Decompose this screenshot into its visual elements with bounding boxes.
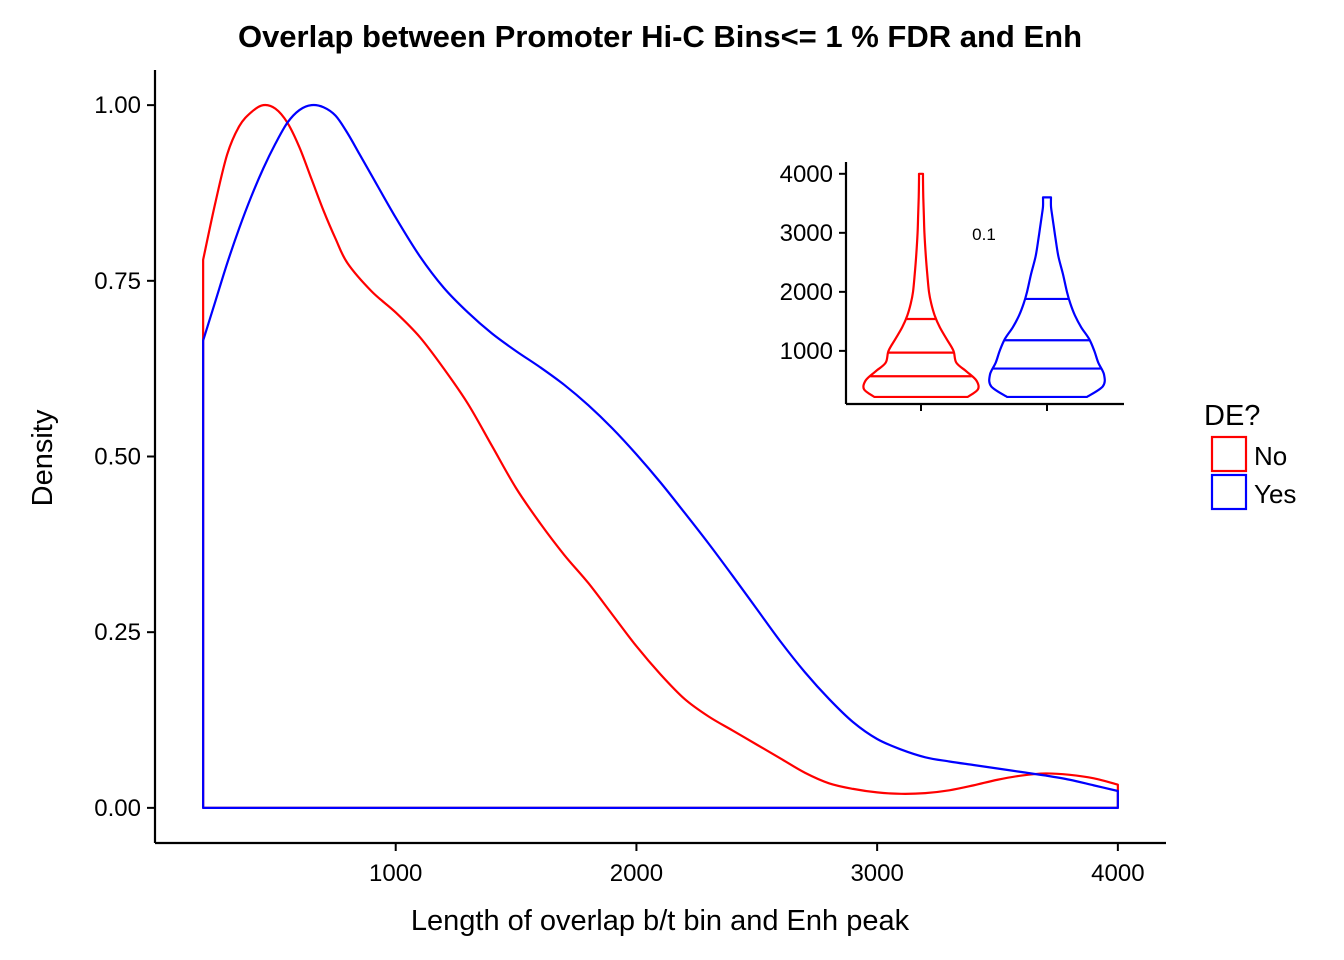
legend: DE? No Yes [1204,400,1296,511]
legend-key-yes [1210,473,1248,511]
x-tick-label: 2000 [610,860,663,887]
y-tick-label: 1.00 [94,92,141,119]
y-tick-label: 0.00 [94,795,141,822]
density-curve-no [202,103,1119,809]
inset-y-tick-label: 4000 [780,161,833,188]
inset-violins [862,172,1106,399]
x-tick-label: 4000 [1091,860,1144,887]
inset-y-tick-label: 3000 [780,220,833,247]
density-series [202,103,1119,809]
inset-annotation: 0.1 [972,225,996,244]
inset-y-axis-ticks: 1000 2000 3000 4000 [780,161,846,365]
violin-no [862,172,980,399]
x-axis-ticks: 1000 2000 3000 4000 [369,843,1145,887]
x-axis-title: Length of overlap b/t bin and Enh peak [411,905,910,937]
main-plot: 0.00 0.25 0.50 0.75 1.00 1000 2000 3000 4000 [94,70,1166,887]
y-axis-title: Density [27,409,59,506]
y-axis-ticks: 0.00 0.25 0.50 0.75 1.00 [94,92,155,822]
x-tick-label: 1000 [369,860,422,887]
violin-yes [988,196,1106,399]
y-tick-label: 0.50 [94,444,141,471]
inset-x-axis-ticks [920,404,1048,411]
x-tick-label: 3000 [850,860,903,887]
legend-title: DE? [1204,400,1260,432]
inset-y-tick-label: 2000 [780,279,833,306]
legend-label-yes: Yes [1254,479,1296,509]
inset-violin-plot: 1000 2000 3000 4000 0.1 [780,161,1124,411]
legend-label-no: No [1254,441,1287,471]
inset-y-tick-label: 1000 [780,338,833,365]
density-curve-yes [202,103,1119,809]
legend-entries: No Yes [1210,435,1296,511]
y-tick-label: 0.25 [94,619,141,646]
y-tick-label: 0.75 [94,268,141,295]
legend-key-no [1210,435,1248,473]
chart-title: Overlap between Promoter Hi-C Bins<= 1 %… [238,19,1082,54]
